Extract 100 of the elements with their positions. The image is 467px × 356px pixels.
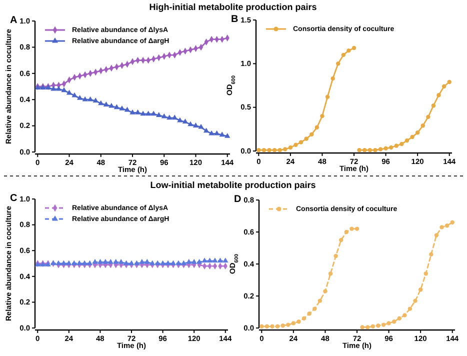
point: [431, 103, 436, 108]
point: [283, 147, 288, 152]
point: [450, 220, 454, 225]
point: [444, 223, 450, 228]
point: [440, 225, 444, 230]
point: [370, 324, 376, 329]
point: [410, 134, 414, 140]
point: [304, 136, 308, 141]
text: C: [10, 193, 18, 204]
point: [166, 114, 172, 120]
point: [291, 321, 296, 326]
point: [386, 321, 391, 326]
point: [98, 100, 104, 106]
point: [413, 298, 418, 303]
point: [76, 95, 83, 100]
point: [328, 271, 333, 276]
chart-title: Low-initial metabolite production pairs: [150, 180, 316, 190]
text: B: [231, 14, 238, 25]
point: [426, 114, 430, 120]
point: [404, 138, 410, 143]
point: [346, 48, 351, 53]
point: [177, 117, 183, 122]
point: [365, 325, 370, 330]
point: [394, 144, 398, 148]
point: [436, 93, 441, 98]
point: [392, 319, 396, 324]
point: [280, 323, 285, 328]
point: [156, 112, 162, 117]
point: [82, 96, 88, 102]
point: [325, 94, 330, 99]
point: [134, 109, 141, 114]
point: [145, 110, 152, 116]
point: [119, 105, 125, 110]
text: D: [234, 194, 242, 205]
point: [334, 254, 338, 258]
point: [294, 142, 298, 147]
point: [219, 132, 225, 137]
point: [50, 86, 56, 91]
point: [362, 148, 367, 152]
point: [418, 287, 423, 292]
point: [402, 313, 407, 318]
point: [267, 148, 272, 152]
chart-title: High-initial metabolite production pairs: [149, 2, 317, 12]
point: [388, 145, 394, 150]
point: [302, 316, 306, 321]
point: [286, 322, 290, 327]
point: [264, 324, 270, 329]
point: [320, 114, 324, 118]
point: [140, 110, 146, 116]
point: [188, 121, 194, 126]
point: [61, 87, 67, 92]
point: [400, 142, 404, 146]
point: [72, 92, 78, 98]
point: [130, 109, 136, 114]
point: [408, 306, 412, 311]
point: [56, 86, 62, 91]
point: [447, 80, 452, 84]
text: A: [10, 15, 18, 26]
point: [262, 148, 266, 152]
point: [344, 230, 349, 234]
point: [352, 46, 356, 50]
point: [310, 132, 314, 137]
point: [312, 306, 317, 311]
point: [373, 148, 378, 152]
point: [415, 130, 420, 135]
point: [378, 147, 383, 152]
point: [434, 233, 439, 238]
point: [357, 148, 362, 152]
point: [92, 98, 98, 103]
point: [307, 311, 312, 316]
point: [103, 102, 109, 106]
point: [354, 226, 360, 231]
point: [192, 122, 199, 128]
point: [429, 252, 434, 257]
point: [376, 323, 380, 328]
point: [256, 148, 261, 152]
point: [424, 271, 428, 276]
point: [278, 148, 282, 152]
point: [384, 146, 388, 150]
point: [298, 140, 304, 144]
point: [397, 316, 402, 321]
point: [323, 289, 328, 294]
point: [260, 324, 264, 329]
point: [198, 124, 204, 129]
point: [270, 324, 274, 329]
point: [161, 113, 167, 118]
point: [381, 322, 386, 327]
point: [296, 319, 301, 324]
point: [330, 76, 335, 81]
point: [350, 226, 354, 231]
point: [150, 110, 156, 116]
point: [420, 124, 425, 128]
point: [214, 130, 220, 136]
point: [442, 84, 446, 88]
point: [314, 125, 320, 130]
point: [272, 148, 277, 152]
point: [275, 324, 280, 329]
point: [208, 130, 214, 136]
point: [318, 298, 322, 303]
point: [341, 52, 346, 58]
